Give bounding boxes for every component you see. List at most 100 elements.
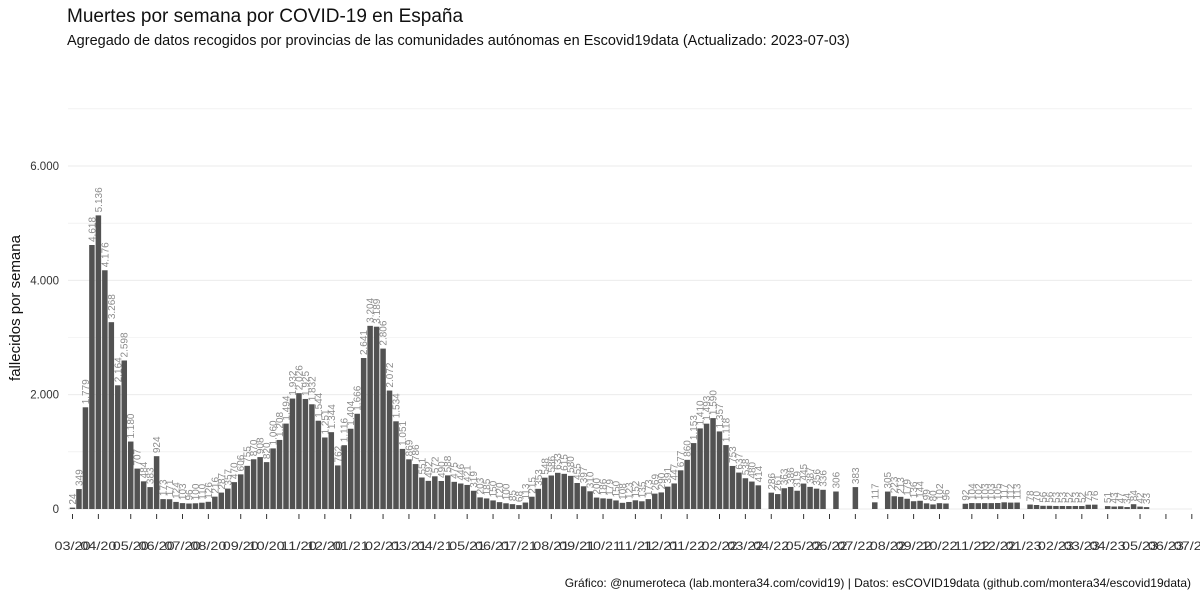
data-label: 363 [780,468,791,485]
y-tick-label: 0 [53,504,59,516]
bar [373,326,380,509]
bar [626,501,632,509]
bar [516,505,522,509]
bar [690,443,697,509]
data-label: 56 [1045,491,1056,503]
x-tick-label: 08/20 [190,539,226,553]
data-label: 484 [139,461,150,478]
data-label: 356 [812,469,823,486]
data-label: 43 [1110,492,1121,504]
bar [76,489,82,509]
bar [904,498,910,509]
data-label: 470 [230,462,241,479]
gridlines [68,108,1192,510]
data-label: 551 [417,457,428,474]
data-label: 1.404 [346,400,357,425]
bar [587,491,593,509]
bar [386,390,393,509]
bar [1111,506,1117,509]
bar [684,459,690,509]
data-label: 386 [786,467,797,484]
x-tick-label: 05/22 [786,539,822,553]
bar [244,465,250,509]
chart-caption: Gráfico: @numeroteca (lab.montera34.com/… [564,576,1191,590]
data-label: 548 [540,458,551,475]
bar [490,500,496,509]
bar [1066,506,1072,509]
data-label: 860 [683,440,694,457]
bar [930,504,936,509]
x-tick-label: 01/22 [669,539,705,553]
bar [296,393,302,509]
bar [432,476,438,509]
x-tick-label: 10/22 [921,539,957,553]
data-label: 3.268 [107,294,118,319]
x-tick-label: 02/22 [702,539,738,553]
data-label: 103 [987,483,998,500]
bar [354,413,360,509]
data-label: 1.208 [275,411,286,436]
data-label: 336 [819,470,830,487]
data-label: 96 [941,489,952,501]
x-tick-label: 05/23 [1122,539,1158,553]
bar [567,475,574,509]
data-label: 76 [1090,490,1101,502]
data-label: 92 [961,489,972,501]
bar [1059,505,1066,509]
bar [276,439,283,509]
bar [166,499,173,509]
bar [503,503,509,509]
bar [794,490,800,509]
data-label: 383 [851,467,862,484]
bar [833,491,839,509]
bar [703,423,710,509]
x-tick-label: 04/21 [417,539,453,553]
bar [820,489,826,509]
bar [470,490,477,509]
data-label: 1.060 [269,420,280,445]
x-tick-label: 09/22 [896,539,932,553]
data-label: 110 [197,483,208,499]
data-label: 51 [1103,492,1114,504]
bar [212,496,218,509]
data-label: 586 [547,455,558,472]
bar [309,404,315,509]
data-label: 1.590 [709,390,720,415]
bar [923,503,930,509]
data-label: 490 [437,461,448,478]
bar [360,358,367,509]
x-tick-label: 05/21 [449,539,485,553]
bar [192,503,199,509]
data-label: 213 [896,477,907,494]
x-tick-label: 06/20 [139,539,175,553]
bar [393,421,399,509]
data-label: 492 [424,461,435,478]
data-label: 100 [501,483,512,500]
data-label: 150 [489,480,500,497]
data-label: 305 [883,471,894,488]
bar [438,480,445,509]
data-label: 124 [172,482,183,499]
bar [800,483,807,509]
data-label: 4.618 [87,217,98,242]
data-label: 173 [644,479,655,496]
bar [115,385,121,509]
x-tick-label: 07/20 [164,539,200,553]
data-label: 108 [618,483,629,500]
data-label: 319 [469,471,480,488]
bar [283,423,289,509]
bar [237,474,244,509]
x-tick-label: 09/21 [559,539,595,553]
bar [749,481,755,509]
data-label: 135 [637,481,648,498]
bar [619,502,626,509]
bar [341,445,347,509]
x-tick-label: 12/20 [307,539,343,553]
data-label: 475 [450,462,461,479]
data-label: 1.357 [715,403,726,428]
bar [1143,507,1150,509]
y-tick-label: 6.000 [30,161,59,173]
bar [419,477,425,509]
data-label: 538 [741,458,752,475]
data-label: 126 [204,482,215,499]
